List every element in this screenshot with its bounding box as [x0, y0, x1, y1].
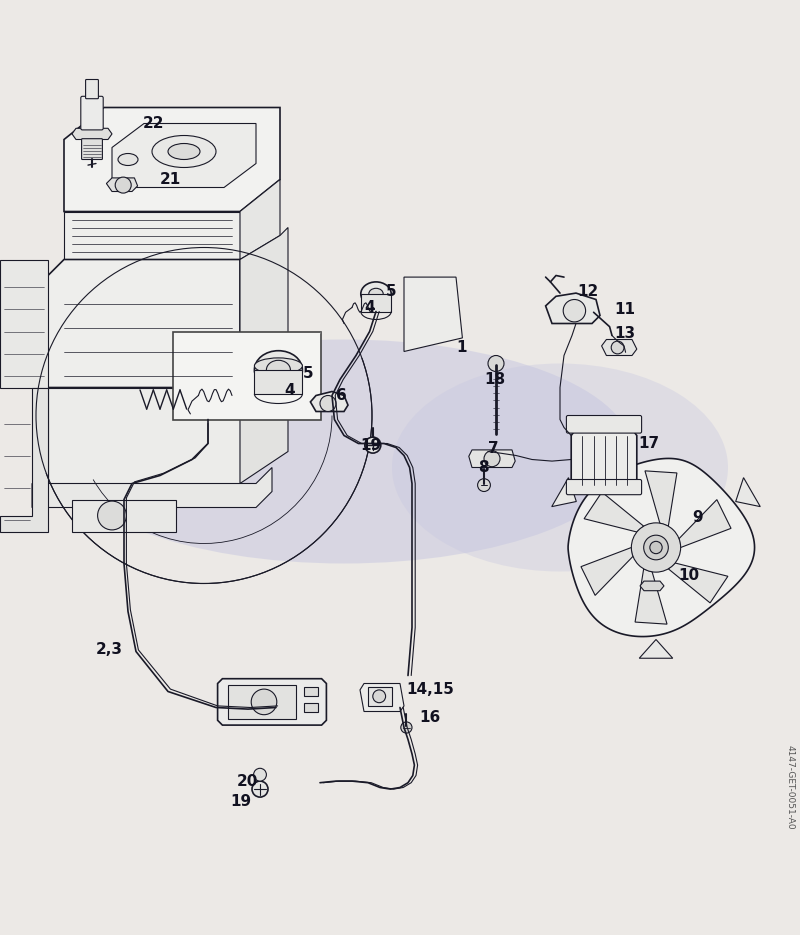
Text: 5: 5 — [302, 366, 313, 381]
Ellipse shape — [369, 288, 383, 299]
Text: 9: 9 — [692, 510, 702, 525]
Circle shape — [478, 479, 490, 492]
Polygon shape — [218, 679, 326, 726]
Circle shape — [488, 355, 504, 371]
Text: 4: 4 — [284, 383, 294, 398]
Circle shape — [650, 541, 662, 554]
Polygon shape — [571, 429, 637, 492]
Text: 5: 5 — [386, 284, 396, 299]
Text: 19: 19 — [230, 794, 251, 809]
Text: 10: 10 — [678, 568, 699, 583]
Polygon shape — [679, 499, 731, 548]
Circle shape — [631, 523, 681, 572]
Ellipse shape — [254, 358, 302, 374]
Polygon shape — [72, 128, 112, 139]
Polygon shape — [568, 458, 754, 637]
Polygon shape — [640, 581, 664, 591]
Polygon shape — [581, 548, 633, 596]
Text: 4147-GET-0051-A0: 4147-GET-0051-A0 — [785, 745, 794, 830]
Ellipse shape — [168, 143, 200, 160]
Circle shape — [320, 396, 336, 411]
Text: 12: 12 — [578, 284, 599, 299]
Circle shape — [251, 689, 277, 714]
Text: 2,3: 2,3 — [96, 642, 123, 657]
Polygon shape — [404, 277, 462, 352]
Ellipse shape — [56, 339, 632, 564]
Polygon shape — [552, 478, 576, 507]
Polygon shape — [48, 260, 240, 387]
Ellipse shape — [392, 364, 728, 571]
FancyBboxPatch shape — [304, 703, 318, 712]
Polygon shape — [360, 683, 404, 712]
Polygon shape — [584, 492, 644, 532]
Polygon shape — [668, 563, 728, 603]
Text: 20: 20 — [237, 773, 258, 788]
Polygon shape — [0, 387, 48, 531]
Polygon shape — [240, 355, 288, 483]
Text: 6: 6 — [336, 388, 346, 403]
Text: 4: 4 — [364, 300, 374, 315]
Polygon shape — [32, 468, 272, 508]
FancyBboxPatch shape — [566, 480, 642, 495]
Polygon shape — [546, 293, 600, 324]
Polygon shape — [112, 123, 256, 188]
Text: 19: 19 — [360, 438, 381, 453]
Text: 7: 7 — [488, 440, 498, 455]
Text: 11: 11 — [614, 302, 635, 317]
Ellipse shape — [152, 136, 216, 167]
Circle shape — [365, 437, 381, 453]
Circle shape — [115, 177, 131, 194]
FancyBboxPatch shape — [304, 686, 318, 697]
Circle shape — [401, 722, 412, 733]
Ellipse shape — [266, 360, 290, 380]
Polygon shape — [361, 294, 391, 311]
Circle shape — [98, 501, 126, 530]
Polygon shape — [72, 499, 176, 531]
Polygon shape — [602, 339, 637, 355]
Text: 22: 22 — [142, 116, 164, 131]
Polygon shape — [645, 471, 677, 526]
Text: 13: 13 — [614, 325, 635, 340]
FancyBboxPatch shape — [368, 686, 392, 706]
FancyBboxPatch shape — [228, 685, 296, 719]
Polygon shape — [469, 450, 515, 468]
Polygon shape — [48, 387, 240, 483]
Polygon shape — [0, 260, 48, 387]
FancyBboxPatch shape — [86, 79, 98, 99]
Polygon shape — [736, 478, 760, 507]
Text: 16: 16 — [419, 710, 441, 725]
Polygon shape — [240, 227, 288, 387]
Polygon shape — [635, 568, 667, 625]
FancyBboxPatch shape — [82, 138, 102, 160]
FancyBboxPatch shape — [566, 415, 642, 433]
FancyBboxPatch shape — [81, 96, 103, 130]
Text: 17: 17 — [638, 436, 659, 451]
Text: 21: 21 — [160, 172, 182, 187]
Circle shape — [484, 451, 500, 467]
Text: 14,15: 14,15 — [406, 683, 454, 698]
FancyBboxPatch shape — [173, 332, 321, 420]
Polygon shape — [254, 370, 302, 394]
Polygon shape — [639, 640, 673, 658]
Polygon shape — [240, 180, 280, 260]
Text: 8: 8 — [478, 460, 489, 475]
Polygon shape — [64, 211, 240, 260]
Ellipse shape — [118, 153, 138, 165]
Circle shape — [611, 341, 624, 354]
Text: 1: 1 — [456, 340, 466, 355]
Circle shape — [563, 299, 586, 322]
Ellipse shape — [361, 281, 391, 306]
Ellipse shape — [254, 351, 302, 389]
Circle shape — [644, 535, 668, 560]
Polygon shape — [106, 178, 138, 192]
Circle shape — [252, 781, 268, 798]
Polygon shape — [310, 392, 348, 411]
Text: 18: 18 — [484, 372, 505, 387]
Polygon shape — [64, 108, 280, 211]
Circle shape — [254, 769, 266, 781]
Circle shape — [373, 690, 386, 703]
